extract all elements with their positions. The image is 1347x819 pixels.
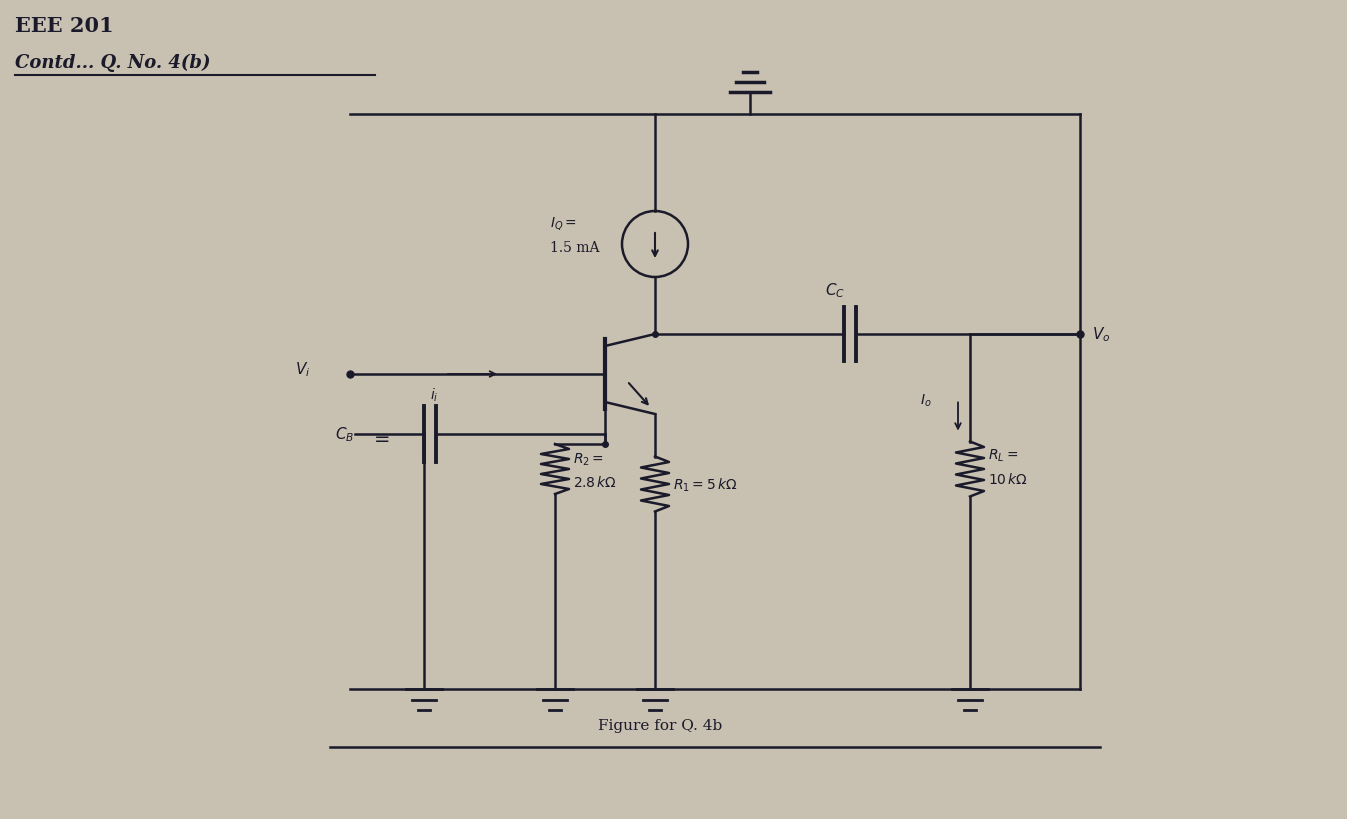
Text: EEE 201: EEE 201 bbox=[15, 16, 113, 36]
Text: $I_o$: $I_o$ bbox=[920, 392, 932, 409]
Text: $R_L=$: $R_L=$ bbox=[987, 447, 1018, 464]
Text: Figure for Q. 4b: Figure for Q. 4b bbox=[598, 718, 722, 732]
Text: Contd... Q. No. 4(b): Contd... Q. No. 4(b) bbox=[15, 54, 210, 72]
Text: $R_1=5\,k\Omega$: $R_1=5\,k\Omega$ bbox=[674, 476, 738, 493]
Text: 1.5 mA: 1.5 mA bbox=[550, 241, 599, 255]
Text: $2.8\,k\Omega$: $2.8\,k\Omega$ bbox=[572, 475, 617, 490]
Text: $V_i$: $V_i$ bbox=[295, 360, 310, 379]
Text: $=$: $=$ bbox=[370, 428, 391, 446]
Text: $C_C$: $C_C$ bbox=[824, 281, 845, 299]
Text: $I_Q=$: $I_Q=$ bbox=[550, 215, 577, 232]
Text: $V_o$: $V_o$ bbox=[1092, 325, 1110, 344]
Text: $10\,k\Omega$: $10\,k\Omega$ bbox=[987, 472, 1028, 487]
Text: $i_i$: $i_i$ bbox=[430, 387, 439, 404]
Text: $C_B$: $C_B$ bbox=[335, 425, 354, 444]
Text: $R_2=$: $R_2=$ bbox=[572, 451, 603, 468]
